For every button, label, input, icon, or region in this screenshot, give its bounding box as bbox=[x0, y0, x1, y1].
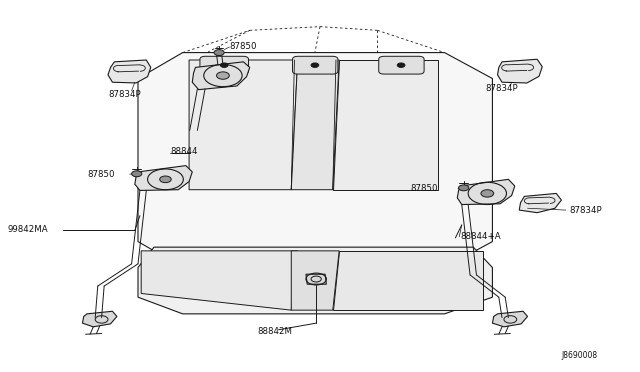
Text: 88844: 88844 bbox=[170, 147, 197, 156]
Circle shape bbox=[311, 63, 319, 67]
Polygon shape bbox=[492, 311, 527, 327]
Polygon shape bbox=[138, 52, 492, 267]
Text: 88842M: 88842M bbox=[258, 327, 292, 336]
Circle shape bbox=[397, 63, 405, 67]
Circle shape bbox=[220, 63, 228, 67]
Text: 87850: 87850 bbox=[87, 170, 115, 179]
Polygon shape bbox=[291, 60, 339, 190]
Polygon shape bbox=[333, 60, 438, 190]
Text: J8690008: J8690008 bbox=[562, 351, 598, 360]
Text: 87834P: 87834P bbox=[569, 206, 602, 215]
Circle shape bbox=[459, 185, 468, 191]
FancyBboxPatch shape bbox=[379, 56, 424, 74]
Text: 88844+A: 88844+A bbox=[461, 232, 501, 241]
FancyBboxPatch shape bbox=[200, 56, 248, 74]
Polygon shape bbox=[141, 251, 298, 310]
Circle shape bbox=[216, 72, 229, 79]
FancyBboxPatch shape bbox=[292, 56, 338, 74]
Text: 87834P: 87834P bbox=[486, 84, 518, 93]
Polygon shape bbox=[83, 311, 117, 327]
Polygon shape bbox=[189, 60, 298, 190]
Circle shape bbox=[481, 190, 493, 197]
Text: 99842MA: 99842MA bbox=[7, 225, 48, 234]
Text: 87834P: 87834P bbox=[108, 90, 141, 99]
Polygon shape bbox=[192, 62, 250, 90]
Polygon shape bbox=[135, 166, 192, 190]
Polygon shape bbox=[306, 274, 326, 284]
Text: 87850: 87850 bbox=[229, 42, 257, 51]
Polygon shape bbox=[519, 193, 561, 213]
Text: 87850: 87850 bbox=[411, 184, 438, 193]
Polygon shape bbox=[333, 251, 483, 310]
Polygon shape bbox=[458, 179, 515, 205]
Polygon shape bbox=[138, 247, 492, 314]
Polygon shape bbox=[108, 60, 151, 83]
Polygon shape bbox=[497, 59, 542, 83]
Circle shape bbox=[214, 49, 224, 55]
Circle shape bbox=[160, 176, 172, 183]
Circle shape bbox=[132, 171, 142, 177]
Polygon shape bbox=[291, 251, 339, 310]
